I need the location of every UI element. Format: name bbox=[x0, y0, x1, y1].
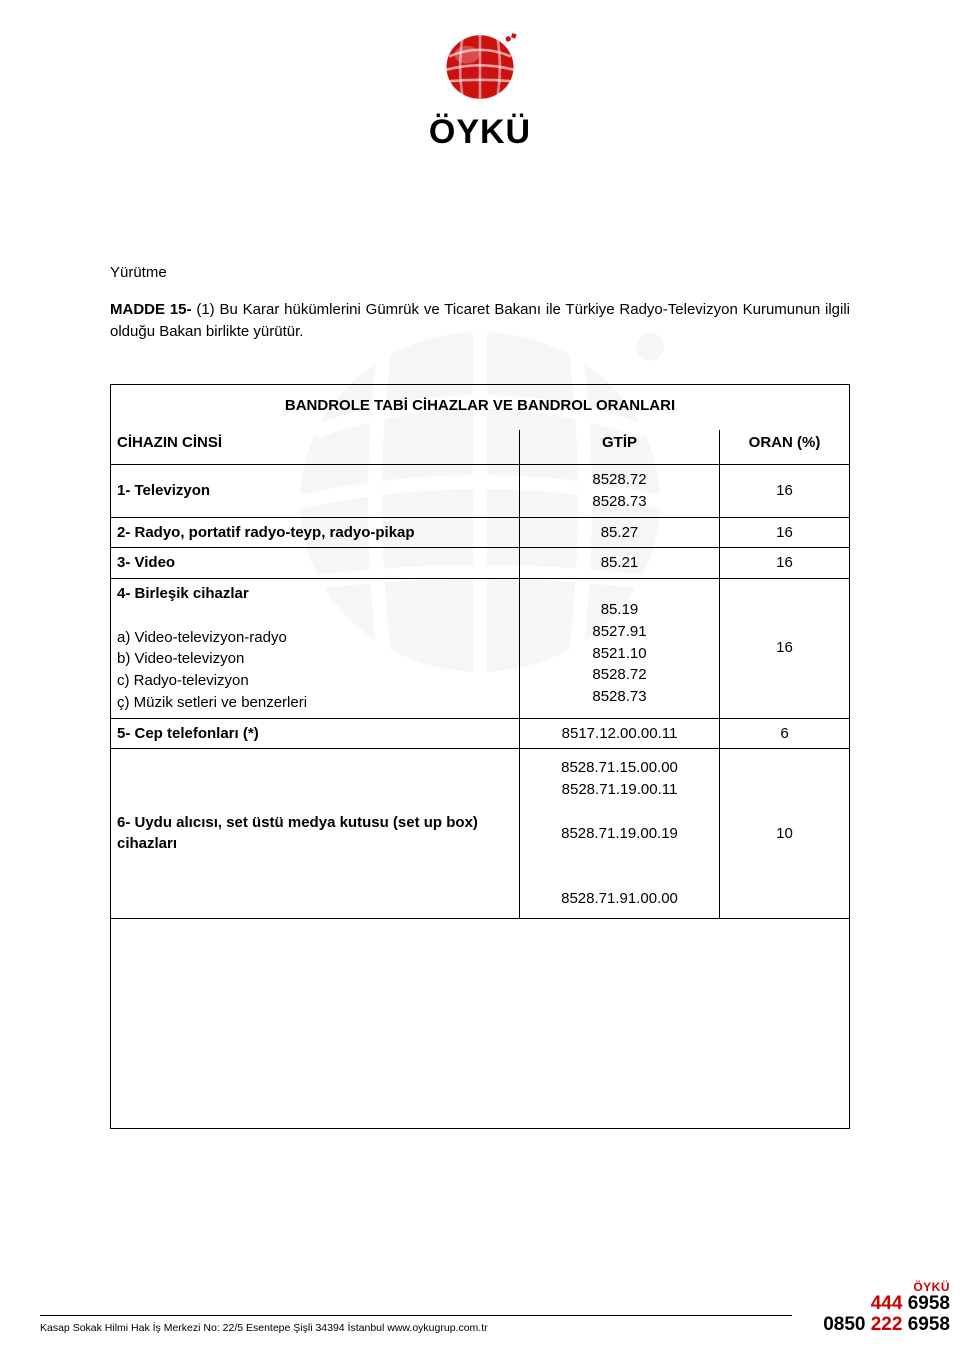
row-gtip: 85.27 bbox=[520, 517, 720, 548]
footer-contact: ÖYKÜ 444 6958 0850 222 6958 bbox=[823, 1280, 950, 1336]
row-gtip: 8528.72 8528.73 bbox=[520, 465, 720, 518]
logo-area: ÖYKÜ bbox=[0, 0, 960, 152]
globe-icon bbox=[435, 30, 525, 105]
article-label: MADDE 15- bbox=[110, 301, 196, 318]
row-oran: 10 bbox=[720, 749, 850, 918]
table-row: 1- Televizyon 8528.72 8528.73 16 bbox=[111, 465, 850, 518]
footer-brand: ÖYKÜ bbox=[823, 1280, 950, 1294]
footer-address: Kasap Sokak Hilmi Hak İş Merkezi No: 22/… bbox=[40, 1322, 488, 1334]
table-row: 3- Video 85.21 16 bbox=[111, 548, 850, 579]
footer-phone-2: 0850 222 6958 bbox=[823, 1315, 950, 1336]
row-oran: 16 bbox=[720, 517, 850, 548]
row-main: 6- Uydu alıcısı, set üstü medya kutusu (… bbox=[117, 814, 478, 853]
row-sub: a) Video-televizyon-radyo b) Video-telev… bbox=[117, 629, 307, 711]
row-gtip: 85.19 8527.91 8521.10 8528.72 8528.73 bbox=[520, 579, 720, 719]
row-oran: 16 bbox=[720, 579, 850, 719]
table-title: BANDROLE TABİ CİHAZLAR VE BANDROL ORANLA… bbox=[111, 384, 850, 430]
footer-phone-red: 444 bbox=[871, 1293, 908, 1314]
row-gtip: 85.21 bbox=[520, 548, 720, 579]
table-header-gtip: GTİP bbox=[520, 430, 720, 464]
row-main: 4- Birleşik cihazlar bbox=[117, 585, 249, 602]
footer: Kasap Sokak Hilmi Hak İş Merkezi No: 22/… bbox=[0, 1315, 960, 1336]
footer-phone-1: 444 6958 bbox=[823, 1294, 950, 1315]
row-oran: 16 bbox=[720, 548, 850, 579]
table-row: 4- Birleşik cihazlar a) Video-televizyon… bbox=[111, 579, 850, 719]
footer-phone-black: 0850 bbox=[823, 1314, 871, 1335]
logo-text: ÖYKÜ bbox=[0, 113, 960, 152]
footer-phone-black: 6958 bbox=[908, 1314, 950, 1335]
table-row: 5- Cep telefonları (*) 8517.12.00.00.11 … bbox=[111, 718, 850, 749]
bandrol-table: BANDROLE TABİ CİHAZLAR VE BANDROL ORANLA… bbox=[110, 384, 850, 1129]
row-main: 1- Televizyon bbox=[117, 482, 210, 499]
footer-phone-red: 222 bbox=[871, 1314, 908, 1335]
row-gtip: 8517.12.00.00.11 bbox=[520, 718, 720, 749]
table-empty-row bbox=[111, 918, 850, 1128]
footer-phone-black: 6958 bbox=[908, 1293, 950, 1314]
content-area: Yürütme MADDE 15- (1) Bu Karar hükümleri… bbox=[0, 152, 960, 1129]
row-main: 3- Video bbox=[117, 554, 175, 571]
table-header-main: CİHAZIN CİNSİ bbox=[111, 430, 520, 464]
row-main: 2- Radyo, portatif radyo-teyp, radyo-pik… bbox=[117, 524, 415, 541]
section-title: Yürütme bbox=[110, 262, 850, 285]
row-oran: 16 bbox=[720, 465, 850, 518]
row-oran: 6 bbox=[720, 718, 850, 749]
table-row: 6- Uydu alıcısı, set üstü medya kutusu (… bbox=[111, 749, 850, 918]
footer-divider bbox=[40, 1315, 792, 1316]
table-header-oran: ORAN (%) bbox=[720, 430, 850, 464]
row-gtip: 8528.71.15.00.00 8528.71.19.00.11 8528.7… bbox=[520, 749, 720, 918]
table-row: 2- Radyo, portatif radyo-teyp, radyo-pik… bbox=[111, 517, 850, 548]
row-main: 5- Cep telefonları (*) bbox=[117, 725, 259, 742]
